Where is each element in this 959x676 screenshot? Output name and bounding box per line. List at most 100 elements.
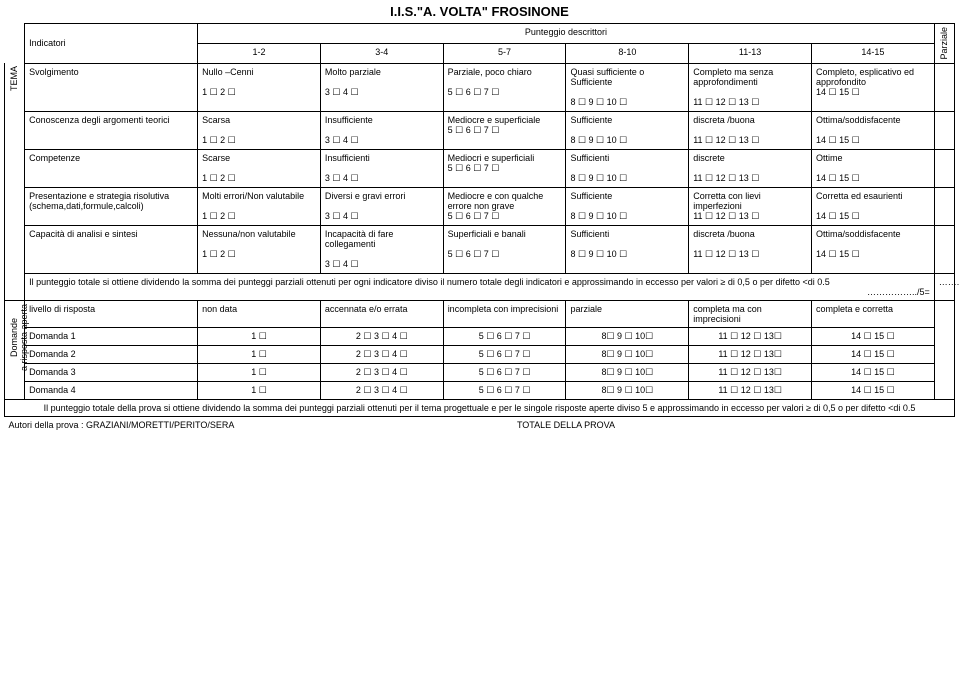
score-cell[interactable]: Sufficiente 8 ☐ 9 ☐ 10 ☐ bbox=[566, 111, 689, 149]
dom-row: Domanda 1 1 ☐ 2 ☐ 3 ☐ 4 ☐ 5 ☐ 6 ☐ 7 ☐ 8☐… bbox=[5, 327, 955, 345]
indicator-cell: Competenze bbox=[25, 149, 198, 187]
dom-boxes[interactable]: 8☐ 9 ☐ 10☐ bbox=[566, 381, 689, 399]
score-cell[interactable]: Mediocre e con qualche errore non grave … bbox=[443, 187, 566, 225]
dom-boxes[interactable]: 8☐ 9 ☐ 10☐ bbox=[566, 327, 689, 345]
score-cell[interactable]: Superficiali e banali 5 ☐ 6 ☐ 7 ☐ bbox=[443, 225, 566, 273]
score-cell[interactable]: Corretta con lievi imperfezioni 11 ☐ 12 … bbox=[689, 187, 812, 225]
dom-boxes[interactable]: 2 ☐ 3 ☐ 4 ☐ bbox=[320, 381, 443, 399]
dom-head-cell: completa ma con imprecisioni bbox=[689, 300, 812, 327]
dom-boxes[interactable]: 1 ☐ bbox=[198, 363, 321, 381]
score-cell[interactable]: Completo, esplicativo ed approfondito 14… bbox=[812, 63, 935, 111]
dom-boxes[interactable]: 14 ☐ 15 ☐ bbox=[812, 345, 935, 363]
score-cell[interactable]: Scarse 1 ☐ 2 ☐ bbox=[198, 149, 321, 187]
tema-table: Indicatori Punteggio descrittori Parzial… bbox=[4, 23, 955, 301]
score-cell[interactable]: discreta /buona 11 ☐ 12 ☐ 13 ☐ bbox=[689, 225, 812, 273]
dom-boxes[interactable]: 14 ☐ 15 ☐ bbox=[812, 381, 935, 399]
dom-boxes[interactable]: 1 ☐ bbox=[198, 327, 321, 345]
score-cell[interactable]: Corretta ed esaurienti 14 ☐ 15 ☐ bbox=[812, 187, 935, 225]
dom-boxes[interactable]: 1 ☐ bbox=[198, 381, 321, 399]
tema-side: TEMA bbox=[9, 66, 19, 91]
tema-row: TEMA Svolgimento Nullo –Cenni 1 ☐ 2 ☐ Mo… bbox=[5, 63, 955, 111]
score-cell[interactable]: Mediocre e superficiale 5 ☐ 6 ☐ 7 ☐ bbox=[443, 111, 566, 149]
score-cell[interactable]: Scarsa 1 ☐ 2 ☐ bbox=[198, 111, 321, 149]
dom-boxes[interactable]: 5 ☐ 6 ☐ 7 ☐ bbox=[443, 345, 566, 363]
score-cell[interactable]: discreta /buona 11 ☐ 12 ☐ 13 ☐ bbox=[689, 111, 812, 149]
score-cell[interactable]: Insufficiente 3 ☐ 4 ☐ bbox=[320, 111, 443, 149]
score-cell[interactable]: Ottima/soddisfacente 14 ☐ 15 ☐ bbox=[812, 111, 935, 149]
dom-boxes[interactable]: 14 ☐ 15 ☐ bbox=[812, 327, 935, 345]
score-cell[interactable]: Incapacità di fare collegamenti 3 ☐ 4 ☐ bbox=[320, 225, 443, 273]
score-cell[interactable]: Nullo –Cenni 1 ☐ 2 ☐ bbox=[198, 63, 321, 111]
range-cell: 8-10 bbox=[566, 43, 689, 63]
range-cell: 3-4 bbox=[320, 43, 443, 63]
note1c: …….. bbox=[934, 273, 954, 300]
dom-partial[interactable] bbox=[934, 300, 954, 399]
score-cell[interactable]: Sufficienti 8 ☐ 9 ☐ 10 ☐ bbox=[566, 149, 689, 187]
domande-side: Domande a risposta aperta bbox=[9, 304, 29, 371]
tema-row: Competenze Scarse 1 ☐ 2 ☐ Insufficienti … bbox=[5, 149, 955, 187]
dom-boxes[interactable]: 11 ☐ 12 ☐ 13☐ bbox=[689, 345, 812, 363]
score-cell[interactable]: Sufficienti 8 ☐ 9 ☐ 10 ☐ bbox=[566, 225, 689, 273]
dom-boxes[interactable]: 8☐ 9 ☐ 10☐ bbox=[566, 345, 689, 363]
partial-cell[interactable] bbox=[934, 225, 954, 273]
parziale-header: Parziale bbox=[939, 27, 949, 60]
dom-boxes[interactable]: 14 ☐ 15 ☐ bbox=[812, 363, 935, 381]
score-cell[interactable]: Nessuna/non valutabile 1 ☐ 2 ☐ bbox=[198, 225, 321, 273]
dom-head-cell: non data bbox=[198, 300, 321, 327]
indicatori-header: Indicatori bbox=[25, 24, 198, 64]
range-cell: 1-2 bbox=[198, 43, 321, 63]
dom-boxes[interactable]: 11 ☐ 12 ☐ 13☐ bbox=[689, 381, 812, 399]
dom-label: Domanda 4 bbox=[25, 381, 198, 399]
dom-boxes[interactable]: 8☐ 9 ☐ 10☐ bbox=[566, 363, 689, 381]
dom-row: Domanda 3 1 ☐ 2 ☐ 3 ☐ 4 ☐ 5 ☐ 6 ☐ 7 ☐ 8☐… bbox=[5, 363, 955, 381]
domande-table: Domande a risposta aperta livello di ris… bbox=[4, 300, 955, 433]
indicator-cell: Capacità di analisi e sintesi bbox=[25, 225, 198, 273]
range-cell: 5-7 bbox=[443, 43, 566, 63]
dom-boxes[interactable]: 1 ☐ bbox=[198, 345, 321, 363]
tema-row: Conoscenza degli argomenti teorici Scars… bbox=[5, 111, 955, 149]
dom-head-cell: parziale bbox=[566, 300, 689, 327]
score-cell[interactable]: Insufficienti 3 ☐ 4 ☐ bbox=[320, 149, 443, 187]
dom-boxes[interactable]: 11 ☐ 12 ☐ 13☐ bbox=[689, 363, 812, 381]
dom-boxes[interactable]: 11 ☐ 12 ☐ 13☐ bbox=[689, 327, 812, 345]
note2: Il punteggio totale della prova si ottie… bbox=[5, 399, 955, 416]
tema-row: Presentazione e strategia risolutiva (sc… bbox=[5, 187, 955, 225]
partial-cell[interactable] bbox=[934, 111, 954, 149]
dom-row: Domanda 2 1 ☐ 2 ☐ 3 ☐ 4 ☐ 5 ☐ 6 ☐ 7 ☐ 8☐… bbox=[5, 345, 955, 363]
partial-cell[interactable] bbox=[934, 149, 954, 187]
autori: Autori della prova : GRAZIANI/MORETTI/PE… bbox=[5, 416, 444, 433]
dom-boxes[interactable]: 5 ☐ 6 ☐ 7 ☐ bbox=[443, 381, 566, 399]
partial-cell[interactable] bbox=[934, 187, 954, 225]
dom-head-cell: completa e corretta bbox=[812, 300, 935, 327]
totale-label: TOTALE DELLA PROVA bbox=[443, 416, 689, 433]
score-cell[interactable]: Molti errori/Non valutabile 1 ☐ 2 ☐ bbox=[198, 187, 321, 225]
dom-row: Domanda 4 1 ☐ 2 ☐ 3 ☐ 4 ☐ 5 ☐ 6 ☐ 7 ☐ 8☐… bbox=[5, 381, 955, 399]
indicator-cell: Presentazione e strategia risolutiva (sc… bbox=[25, 187, 198, 225]
partial-cell[interactable] bbox=[934, 63, 954, 111]
dom-label: Domanda 1 bbox=[25, 327, 198, 345]
dom-head-cell: accennata e/o errata bbox=[320, 300, 443, 327]
range-cell: 11-13 bbox=[689, 43, 812, 63]
score-cell[interactable]: Ottime 14 ☐ 15 ☐ bbox=[812, 149, 935, 187]
tema-row: Capacità di analisi e sintesi Nessuna/no… bbox=[5, 225, 955, 273]
indicator-cell: Svolgimento bbox=[25, 63, 198, 111]
score-cell[interactable]: Ottima/soddisfacente 14 ☐ 15 ☐ bbox=[812, 225, 935, 273]
indicator-cell: Conoscenza degli argomenti teorici bbox=[25, 111, 198, 149]
score-cell[interactable]: Mediocri e superficiali 5 ☐ 6 ☐ 7 ☐ bbox=[443, 149, 566, 187]
punteggio-header: Punteggio descrittori bbox=[198, 24, 935, 44]
dom-head-ind: livello di risposta bbox=[25, 300, 198, 327]
score-cell[interactable]: discrete 11 ☐ 12 ☐ 13 ☐ bbox=[689, 149, 812, 187]
score-cell[interactable]: Parziale, poco chiaro 5 ☐ 6 ☐ 7 ☐ bbox=[443, 63, 566, 111]
score-cell[interactable]: Sufficiente 8 ☐ 9 ☐ 10 ☐ bbox=[566, 187, 689, 225]
dom-boxes[interactable]: 2 ☐ 3 ☐ 4 ☐ bbox=[320, 345, 443, 363]
dom-head-cell: incompleta con imprecisioni bbox=[443, 300, 566, 327]
score-cell[interactable]: Molto parziale 3 ☐ 4 ☐ bbox=[320, 63, 443, 111]
dom-boxes[interactable]: 2 ☐ 3 ☐ 4 ☐ bbox=[320, 327, 443, 345]
dom-boxes[interactable]: 5 ☐ 6 ☐ 7 ☐ bbox=[443, 363, 566, 381]
score-cell[interactable]: Quasi sufficiente o Sufficiente 8 ☐ 9 ☐ … bbox=[566, 63, 689, 111]
score-cell[interactable]: Diversi e gravi errori 3 ☐ 4 ☐ bbox=[320, 187, 443, 225]
score-cell[interactable]: Completo ma senza approfondimenti 11 ☐ 1… bbox=[689, 63, 812, 111]
dom-boxes[interactable]: 2 ☐ 3 ☐ 4 ☐ bbox=[320, 363, 443, 381]
dom-boxes[interactable]: 5 ☐ 6 ☐ 7 ☐ bbox=[443, 327, 566, 345]
page-title: I.I.S."A. VOLTA" FROSINONE bbox=[4, 4, 955, 19]
